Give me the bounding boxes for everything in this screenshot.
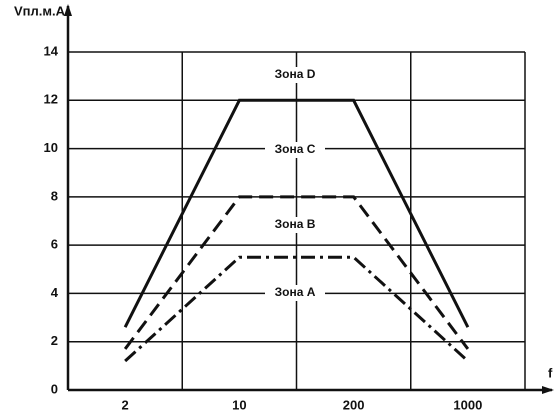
annotation: Зона C: [275, 142, 316, 156]
annotation-bg: [265, 285, 325, 301]
y-tick-label: 4: [51, 285, 59, 300]
annotation: Зона A: [275, 285, 316, 299]
y-tick-label: 0: [51, 381, 58, 396]
annotation-bg: [265, 217, 325, 233]
x-axis-label: f: [548, 365, 553, 380]
y-arrow: [64, 4, 72, 16]
annotation: Зона D: [275, 67, 316, 81]
series-line: [123, 98, 470, 328]
y-tick-label: 6: [51, 237, 58, 252]
y-tick-label: 12: [44, 92, 58, 107]
y-tick-label: 8: [51, 188, 58, 203]
y-axis-label: Vпл.м.А: [14, 3, 66, 18]
y-tick-label: 2: [51, 333, 58, 348]
x-arrow: [542, 386, 554, 394]
y-tick-label: 14: [44, 43, 59, 58]
annotation-bg: [265, 142, 325, 158]
x-tick-label: 200: [343, 397, 365, 412]
x-tick-label: 10: [232, 397, 246, 412]
x-tick-label: 1000: [453, 397, 482, 412]
annotation: Зона B: [275, 217, 316, 231]
x-tick-label: 2: [122, 397, 129, 412]
series-line: [123, 195, 470, 350]
y-tick-label: 10: [44, 140, 58, 155]
series-line: [124, 255, 469, 363]
annotation-bg: [265, 67, 325, 83]
